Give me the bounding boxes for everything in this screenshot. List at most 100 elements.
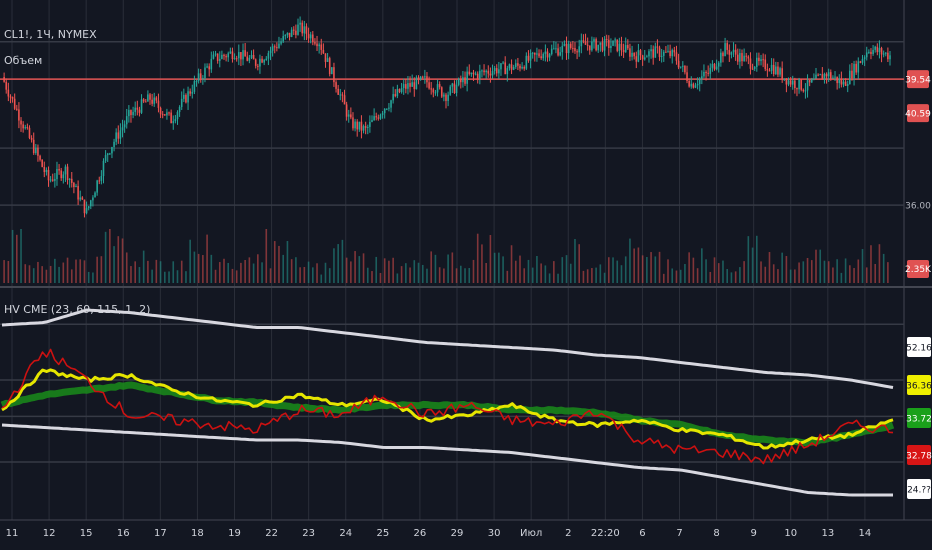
candle-body[interactable]: [62, 174, 65, 179]
candle-body[interactable]: [631, 52, 633, 57]
candle-body[interactable]: [643, 57, 646, 60]
candle-body[interactable]: [13, 98, 16, 109]
candle-body[interactable]: [263, 60, 265, 63]
candle-body[interactable]: [68, 178, 71, 180]
candle-body[interactable]: [312, 34, 314, 43]
candle-body[interactable]: [210, 58, 213, 70]
candle-body[interactable]: [889, 55, 891, 60]
candle-body[interactable]: [341, 94, 344, 96]
candle-body[interactable]: [371, 120, 373, 122]
upper-band-line[interactable]: [1, 308, 894, 389]
candle-body[interactable]: [546, 51, 549, 58]
candle-body[interactable]: [284, 34, 287, 37]
candle-body[interactable]: [538, 53, 540, 57]
candle-body[interactable]: [534, 52, 536, 55]
candle-body[interactable]: [460, 78, 462, 83]
candle-body[interactable]: [271, 46, 274, 51]
candle-body[interactable]: [580, 40, 583, 47]
candle-body[interactable]: [90, 200, 92, 207]
candle-body[interactable]: [884, 52, 887, 54]
candle-body[interactable]: [18, 109, 20, 121]
candle-body[interactable]: [132, 111, 134, 116]
candle-body[interactable]: [166, 112, 168, 116]
candle-body[interactable]: [887, 52, 889, 60]
candle-body[interactable]: [87, 206, 90, 209]
candle-body[interactable]: [618, 43, 621, 51]
candle-body[interactable]: [519, 65, 521, 69]
candle-body[interactable]: [796, 88, 798, 90]
candle-body[interactable]: [328, 58, 331, 75]
candle-body[interactable]: [701, 76, 703, 79]
candle-body[interactable]: [629, 48, 631, 57]
candle-body[interactable]: [16, 108, 18, 110]
candle-body[interactable]: [227, 53, 230, 58]
candle-body[interactable]: [605, 38, 608, 40]
candle-body[interactable]: [576, 51, 578, 53]
candle-body[interactable]: [85, 208, 88, 214]
candle-body[interactable]: [436, 84, 439, 93]
candle-body[interactable]: [675, 52, 678, 61]
candle-body[interactable]: [92, 197, 94, 201]
candle-body[interactable]: [798, 79, 800, 90]
candle-body[interactable]: [324, 53, 327, 62]
candle-body[interactable]: [745, 55, 748, 57]
candle-body[interactable]: [20, 120, 22, 125]
candle-body[interactable]: [117, 132, 120, 139]
candle-body[interactable]: [331, 67, 333, 75]
candle-body[interactable]: [104, 155, 107, 161]
candle-body[interactable]: [622, 49, 625, 53]
candle-body[interactable]: [111, 147, 113, 154]
candle-body[interactable]: [301, 22, 304, 34]
candle-body[interactable]: [9, 96, 12, 98]
candle-body[interactable]: [703, 71, 705, 77]
candle-body[interactable]: [350, 114, 352, 118]
candle-body[interactable]: [709, 67, 712, 74]
candle-body[interactable]: [514, 63, 517, 68]
candle-body[interactable]: [673, 50, 676, 53]
candle-body[interactable]: [426, 76, 428, 83]
candle-body[interactable]: [804, 90, 807, 92]
candle-body[interactable]: [865, 52, 868, 58]
candle-body[interactable]: [364, 126, 367, 128]
candle-body[interactable]: [183, 94, 185, 99]
candle-body[interactable]: [525, 55, 528, 69]
candle-body[interactable]: [474, 73, 477, 75]
hv-short-line[interactable]: [1, 348, 894, 465]
candle-body[interactable]: [153, 97, 156, 104]
price-pane[interactable]: [0, 16, 904, 218]
candle-body[interactable]: [49, 179, 52, 181]
candle-body[interactable]: [81, 197, 84, 200]
candle-body[interactable]: [278, 43, 280, 48]
candle-body[interactable]: [872, 49, 874, 54]
candle-body[interactable]: [495, 68, 498, 74]
candle-body[interactable]: [637, 50, 640, 62]
candle-body[interactable]: [375, 116, 378, 118]
candle-body[interactable]: [813, 78, 815, 80]
candle-body[interactable]: [282, 36, 284, 42]
candle-body[interactable]: [223, 54, 225, 57]
candle-body[interactable]: [130, 110, 132, 116]
candle-body[interactable]: [690, 83, 693, 87]
candle-body[interactable]: [238, 52, 240, 59]
candle-body[interactable]: [808, 80, 811, 83]
candle-body[interactable]: [481, 70, 483, 72]
candle-body[interactable]: [806, 80, 809, 91]
candle-body[interactable]: [75, 185, 77, 188]
candle-body[interactable]: [276, 47, 278, 49]
candle-body[interactable]: [830, 72, 832, 79]
candle-body[interactable]: [360, 121, 363, 131]
candle-body[interactable]: [844, 81, 847, 86]
candle-body[interactable]: [633, 52, 635, 57]
candle-body[interactable]: [273, 46, 276, 48]
candle-body[interactable]: [694, 85, 697, 88]
candle-body[interactable]: [654, 46, 657, 58]
candle-body[interactable]: [705, 71, 707, 73]
candle-body[interactable]: [290, 29, 293, 37]
candle-body[interactable]: [366, 126, 369, 128]
candle-body[interactable]: [5, 81, 8, 90]
candle-body[interactable]: [218, 58, 221, 61]
candle-body[interactable]: [248, 57, 251, 61]
candle-body[interactable]: [730, 52, 733, 55]
candle-body[interactable]: [544, 51, 547, 54]
candle-body[interactable]: [466, 71, 468, 84]
